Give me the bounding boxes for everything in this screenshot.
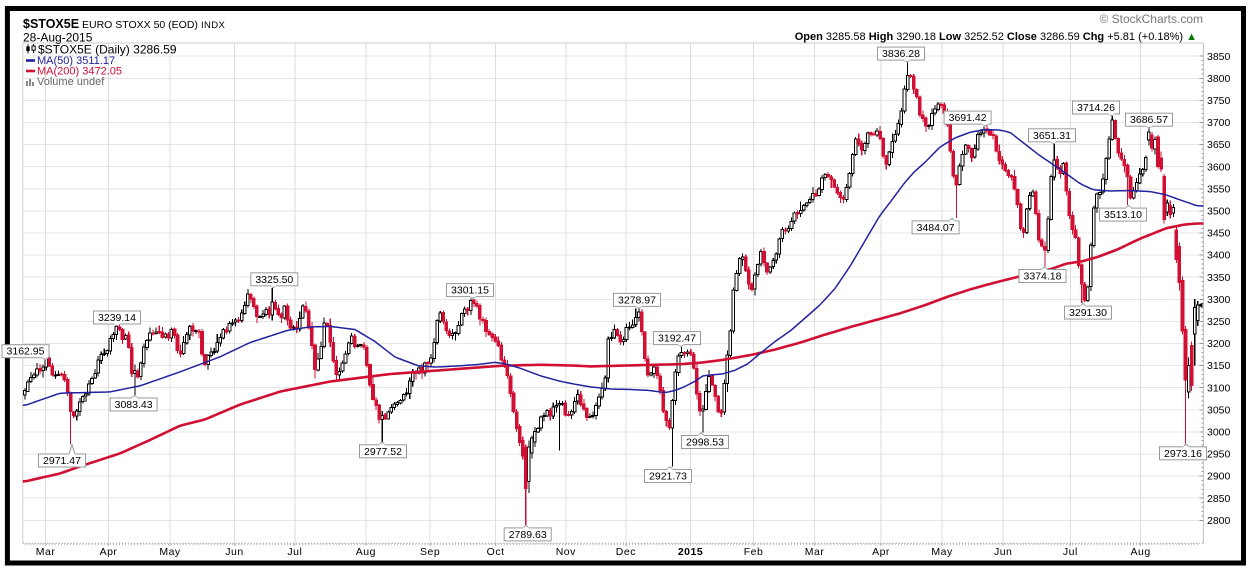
svg-text:3000: 3000	[1207, 427, 1231, 439]
svg-text:Apr: Apr	[100, 546, 118, 558]
svg-text:Mar: Mar	[36, 546, 56, 558]
svg-text:3836.28: 3836.28	[882, 48, 920, 60]
svg-text:May: May	[159, 546, 181, 558]
svg-text:MA(50) 3511.17: MA(50) 3511.17	[37, 55, 115, 67]
svg-text:3651.31: 3651.31	[1033, 130, 1071, 142]
svg-text:2998.53: 2998.53	[686, 437, 724, 449]
svg-text:Jun: Jun	[994, 546, 1012, 558]
svg-text:Feb: Feb	[744, 546, 764, 558]
svg-text:Aug: Aug	[1131, 546, 1151, 558]
svg-text:3484.07: 3484.07	[917, 222, 955, 234]
svg-text:3750: 3750	[1207, 95, 1231, 107]
svg-text:2973.16: 2973.16	[1164, 448, 1202, 460]
svg-text:3686.57: 3686.57	[1130, 114, 1168, 126]
svg-text:3600: 3600	[1207, 161, 1231, 173]
svg-text:Volume undef: Volume undef	[37, 76, 105, 88]
svg-text:3192.47: 3192.47	[658, 333, 696, 345]
svg-text:2971.47: 2971.47	[43, 455, 81, 467]
svg-text:3278.97: 3278.97	[618, 294, 656, 306]
svg-text:MA(200) 3472.05: MA(200) 3472.05	[37, 66, 122, 78]
svg-text:3500: 3500	[1207, 206, 1231, 218]
svg-text:3691.42: 3691.42	[949, 112, 987, 124]
svg-text:INDX: INDX	[201, 20, 226, 31]
svg-text:3450: 3450	[1207, 228, 1231, 240]
svg-text:May: May	[931, 546, 953, 558]
svg-text:3700: 3700	[1207, 117, 1231, 129]
svg-text:3300: 3300	[1207, 294, 1231, 306]
svg-text:3100: 3100	[1207, 382, 1231, 394]
svg-text:Open 3285.58 High 3290.18 Low: Open 3285.58 High 3290.18 Low 3252.52 Cl…	[795, 31, 1197, 43]
svg-text:3200: 3200	[1207, 338, 1231, 350]
svg-text:Aug: Aug	[356, 546, 376, 558]
svg-text:3050: 3050	[1207, 404, 1231, 416]
svg-text:2015: 2015	[678, 546, 703, 558]
svg-text:3162.95: 3162.95	[7, 346, 45, 358]
svg-text:Jul: Jul	[1063, 546, 1078, 558]
svg-text:Jun: Jun	[225, 546, 243, 558]
svg-text:2950: 2950	[1207, 449, 1231, 461]
svg-text:3150: 3150	[1207, 360, 1231, 372]
svg-text:2850: 2850	[1207, 493, 1231, 505]
svg-text:Sep: Sep	[420, 546, 440, 558]
svg-text:3513.10: 3513.10	[1104, 209, 1142, 221]
svg-text:3850: 3850	[1207, 51, 1231, 63]
svg-text:$STOX5E: $STOX5E	[23, 17, 79, 31]
svg-text:Dec: Dec	[616, 546, 636, 558]
svg-text:© StockCharts.com: © StockCharts.com	[1099, 12, 1203, 26]
svg-text:Apr: Apr	[872, 546, 890, 558]
svg-text:2800: 2800	[1207, 515, 1231, 527]
svg-text:3714.26: 3714.26	[1077, 102, 1115, 114]
svg-text:Oct: Oct	[487, 546, 505, 558]
svg-text:3350: 3350	[1207, 272, 1231, 284]
svg-text:EURO STOXX 50 (EOD): EURO STOXX 50 (EOD)	[82, 19, 198, 31]
svg-text:3550: 3550	[1207, 183, 1231, 195]
svg-text:3800: 3800	[1207, 73, 1231, 85]
svg-text:3250: 3250	[1207, 316, 1231, 328]
svg-text:28-Aug-2015: 28-Aug-2015	[23, 31, 93, 45]
svg-text:$STOX5E (Daily) 3286.59: $STOX5E (Daily) 3286.59	[38, 43, 177, 57]
svg-text:3083.43: 3083.43	[115, 399, 153, 411]
svg-text:3239.14: 3239.14	[98, 312, 136, 324]
svg-text:3374.18: 3374.18	[1024, 271, 1062, 283]
svg-text:3400: 3400	[1207, 250, 1231, 262]
svg-text:2900: 2900	[1207, 471, 1231, 483]
svg-text:Jul: Jul	[287, 546, 302, 558]
svg-text:2977.52: 2977.52	[364, 446, 402, 458]
svg-text:3301.15: 3301.15	[451, 285, 489, 297]
svg-text:2921.73: 2921.73	[649, 471, 687, 483]
svg-text:2789.63: 2789.63	[509, 529, 547, 541]
svg-text:3325.50: 3325.50	[255, 274, 293, 286]
svg-text:3291.30: 3291.30	[1069, 307, 1107, 319]
svg-text:Mar: Mar	[805, 546, 825, 558]
svg-text:3650: 3650	[1207, 139, 1231, 151]
svg-text:Nov: Nov	[556, 546, 576, 558]
